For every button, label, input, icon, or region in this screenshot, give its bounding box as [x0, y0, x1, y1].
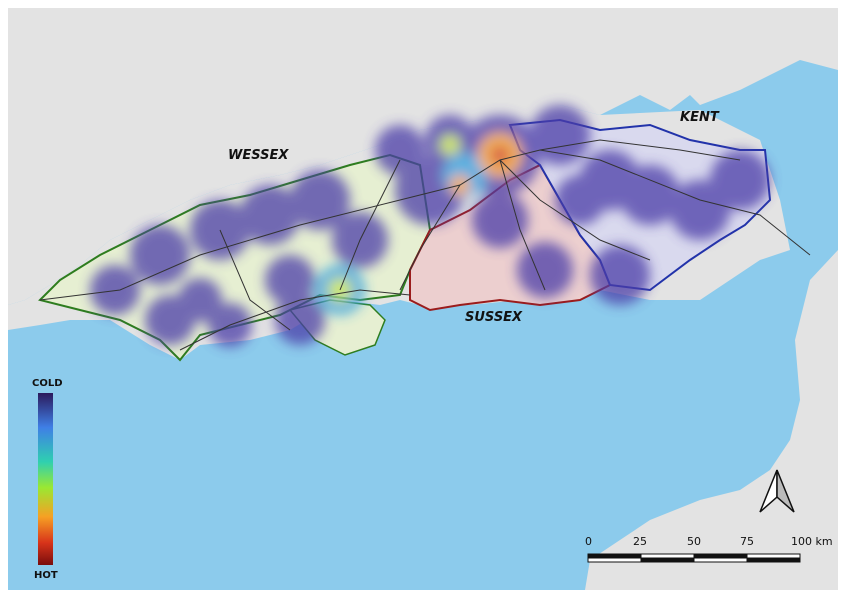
- label-sussex: SUSSEX: [465, 310, 523, 325]
- label-wessex: WESSEX: [228, 148, 289, 163]
- legend-cold-label: COLD: [32, 378, 63, 389]
- land-england: [8, 8, 838, 305]
- label-kent: KENT: [680, 110, 719, 125]
- scale-tick: 50: [687, 535, 701, 548]
- legend-color-bar: [38, 393, 53, 565]
- scale-tick: 0: [585, 535, 592, 548]
- north-arrow-icon: [759, 469, 795, 513]
- heatmap-layer: [90, 105, 770, 347]
- land-france: [585, 250, 838, 590]
- scale-tick: 75: [740, 535, 754, 548]
- land-wales: [8, 90, 150, 150]
- scale-tick: 100 km: [791, 535, 833, 548]
- scale-tick: 25: [633, 535, 647, 548]
- scale-bar: [587, 553, 801, 563]
- legend-hot-label: HOT: [34, 570, 58, 581]
- road-network: [39, 139, 811, 351]
